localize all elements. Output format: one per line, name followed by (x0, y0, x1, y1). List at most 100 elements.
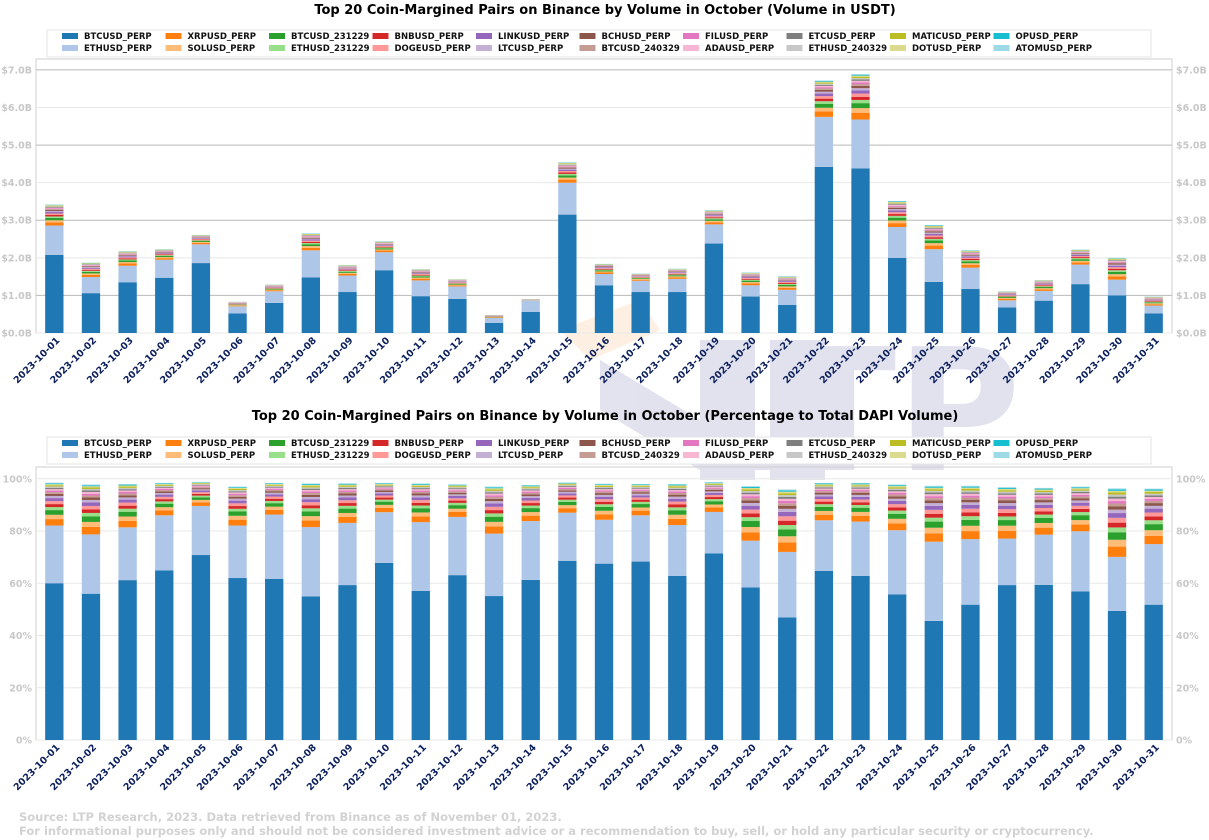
bar-stack (741, 486, 760, 740)
legend-item[interactable]: XRPUSD_PERP (165, 439, 256, 449)
legend-label: ETCUSD_PERP (809, 32, 876, 42)
bar-segment-btcusd_231229 (301, 511, 320, 517)
legend-item[interactable]: BTCUSD_PERP (62, 32, 152, 42)
legend-item[interactable]: LINKUSD_PERP (476, 439, 569, 449)
legend-item[interactable]: ETHUSD_231229 (269, 451, 370, 461)
bar-segment-maticusd_perp (301, 486, 320, 488)
bar-segment-ltcusd_perp (997, 503, 1017, 506)
legend-item[interactable]: ETHUSD_PERP (62, 44, 152, 54)
legend-item[interactable]: ATOMUSD_PERP (993, 451, 1093, 461)
legend-item[interactable]: SOLUSD_PERP (165, 44, 256, 54)
legend-item[interactable]: ADAUSD_PERP (683, 451, 774, 461)
bar-segment-filusd_perp (594, 490, 614, 492)
bar-segment-solusd_perp (118, 262, 137, 264)
bar-segment-ltcusd_perp (448, 494, 467, 496)
bar-segment-bnbusd_perp (1071, 257, 1090, 259)
bar-segment-ltcusd_perp (81, 267, 101, 268)
bar-segment-btcusd_231229 (265, 503, 284, 507)
legend-item[interactable]: ETCUSD_PERP (786, 439, 876, 449)
bar-segment-ethusd_240329 (301, 234, 320, 236)
legend-item[interactable]: OPUSD_PERP (993, 439, 1079, 449)
legend-item[interactable]: DOTUSD_PERP (890, 451, 981, 461)
legend-item[interactable]: FILUSD_PERP (683, 32, 768, 42)
legend-item[interactable]: LTCUSD_PERP (476, 451, 563, 461)
legend-item[interactable]: BNBUSD_PERP (372, 439, 464, 449)
legend-item[interactable]: DOTUSD_PERP (890, 44, 981, 54)
bar-segment-linkusd_perp (411, 497, 430, 501)
bar-segment-linkusd_perp (704, 215, 724, 217)
legend-item[interactable]: OPUSD_PERP (993, 32, 1079, 42)
legend-item[interactable]: ETHUSD_PERP (62, 451, 152, 461)
bar-segment-ethusd_240329 (374, 485, 394, 487)
bar-segment-btcusd_perp (45, 254, 64, 333)
legend-item[interactable]: ETHUSD_240329 (786, 451, 888, 461)
bar-segment-btcusd_perp (155, 277, 174, 333)
bar-segment-opusd_perp (814, 80, 834, 82)
legend-item[interactable]: FILUSD_PERP (683, 439, 768, 449)
bar-segment-ethusd_231229 (81, 270, 101, 272)
legend-item[interactable]: LTCUSD_PERP (476, 44, 563, 54)
bar-segment-ethusd_231229 (45, 216, 64, 218)
legend-item[interactable]: BTCUSD_231229 (269, 32, 369, 42)
legend-item[interactable]: BCHUSD_PERP (579, 32, 671, 42)
bar-segment-filusd_perp (155, 488, 174, 491)
legend-item[interactable]: BTCUSD_240329 (579, 451, 680, 461)
legend-item[interactable]: ETHUSD_231229 (269, 44, 370, 54)
bar-segment-ltcusd_perp (1107, 509, 1127, 514)
legend-item[interactable]: BTCUSD_231229 (269, 439, 369, 449)
bar-segment-btcusd_perp (1144, 313, 1163, 333)
bar-stack (668, 268, 687, 333)
bar-segment-bchusd_perp (374, 244, 394, 245)
legend-item[interactable]: DOGEUSD_PERP (372, 451, 471, 461)
bar-segment-solusd_perp (1144, 303, 1163, 305)
legend-label: FILUSD_PERP (705, 32, 768, 42)
bar-segment-dotusd_perp (997, 488, 1017, 491)
bar-segment-ethusd_perp (778, 289, 797, 305)
bar-segment-solusd_perp (741, 282, 760, 284)
legend-item[interactable]: ATOMUSD_PERP (993, 44, 1093, 54)
bar-segment-maticusd_perp (1034, 490, 1053, 493)
legend-item[interactable]: DOGEUSD_PERP (372, 44, 471, 54)
legend-item[interactable]: ETCUSD_PERP (786, 32, 876, 42)
bar-stack (265, 284, 284, 333)
legend-label: LTCUSD_PERP (498, 451, 563, 461)
bar-segment-btcusd_perp (484, 322, 504, 333)
legend-item[interactable]: BTCUSD_PERP (62, 439, 152, 449)
bar-segment-bchusd_perp (594, 493, 614, 495)
legend-item[interactable]: LINKUSD_PERP (476, 32, 569, 42)
legend-item[interactable]: ADAUSD_PERP (683, 44, 774, 54)
bar-segment-btcusd_perp (594, 285, 614, 333)
bar-segment-solusd_perp (81, 273, 101, 275)
y-tick-label-left: $6.0B (1, 103, 32, 114)
bar-segment-btcusd_240329 (778, 503, 797, 506)
bar-segment-atomusd_perp (888, 484, 907, 486)
bar-segment-btcusd_perp (118, 580, 137, 740)
bar-segment-ltcusd_perp (961, 502, 980, 505)
plot-percentage: 0% 0%20% 20%40% 40%60% 60%80% 80%100% 100%2023… (3, 466, 1206, 793)
bar-segment-linkusd_perp (1034, 283, 1053, 285)
bar-stack (1034, 487, 1053, 740)
legend-item[interactable]: BCHUSD_PERP (579, 439, 671, 449)
bar-segment-bchusd_perp (118, 254, 137, 256)
bar-segment-ethusd_240329 (961, 251, 980, 253)
bar-segment-maticusd_perp (888, 202, 907, 204)
legend-item[interactable]: MATICUSD_PERP (890, 439, 991, 449)
bar-segment-opusd_perp (1144, 489, 1163, 491)
bar-segment-btcusd_perp (228, 313, 247, 333)
bar-segment-linkusd_perp (484, 503, 504, 507)
bar-segment-ethusd_perp (1144, 305, 1163, 314)
legend-item[interactable]: XRPUSD_PERP (165, 32, 256, 42)
bar-segment-ethusd_231229 (448, 502, 467, 506)
bar-segment-xrpusd_perp (228, 305, 247, 307)
legend-item[interactable]: MATICUSD_PERP (890, 32, 991, 42)
legend-item[interactable]: SOLUSD_PERP (165, 451, 256, 461)
bar-segment-adausd_perp (851, 80, 870, 83)
legend-swatch (269, 45, 285, 51)
legend-item[interactable]: ETHUSD_240329 (786, 44, 888, 54)
legend-item[interactable]: BTCUSD_240329 (579, 44, 680, 54)
bar-segment-solusd_perp (374, 249, 394, 251)
bar-segment-ltcusd_perp (155, 252, 174, 253)
legend-item[interactable]: BNBUSD_PERP (372, 32, 464, 42)
bar-segment-btcusd_231229 (338, 271, 357, 273)
bar-segment-bnbusd_perp (448, 500, 467, 503)
